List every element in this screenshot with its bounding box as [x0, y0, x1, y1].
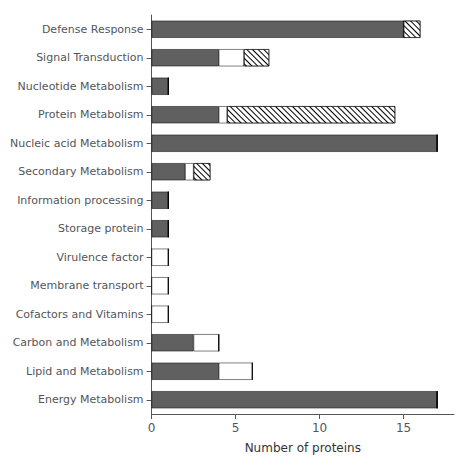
svg-text:Virulence factor: Virulence factor: [56, 251, 144, 264]
svg-text:10: 10: [312, 421, 327, 435]
svg-text:5: 5: [232, 421, 240, 435]
svg-text:Membrane transport: Membrane transport: [30, 279, 144, 292]
svg-text:Energy Metabolism: Energy Metabolism: [38, 393, 144, 406]
svg-text:Carbon and Metabolism: Carbon and Metabolism: [13, 336, 144, 349]
svg-text:0: 0: [148, 421, 156, 435]
svg-text:Number of proteins: Number of proteins: [245, 441, 361, 455]
svg-text:Information processing: Information processing: [17, 194, 143, 207]
svg-text:Defense Response: Defense Response: [42, 23, 144, 36]
svg-text:Nucleotide Metabolism: Nucleotide Metabolism: [18, 80, 144, 93]
svg-text:Lipid and Metabolism: Lipid and Metabolism: [26, 365, 143, 378]
svg-text:15: 15: [396, 421, 411, 435]
svg-text:Cofactors and Vitamins: Cofactors and Vitamins: [16, 308, 144, 321]
svg-text:Nucleic acid Metabolism: Nucleic acid Metabolism: [10, 137, 144, 150]
svg-text:Signal Transduction: Signal Transduction: [36, 51, 143, 64]
svg-text:Secondary Metabolism: Secondary Metabolism: [18, 165, 143, 178]
svg-text:Storage protein: Storage protein: [58, 222, 144, 235]
svg-text:Protein Metabolism: Protein Metabolism: [38, 108, 144, 121]
